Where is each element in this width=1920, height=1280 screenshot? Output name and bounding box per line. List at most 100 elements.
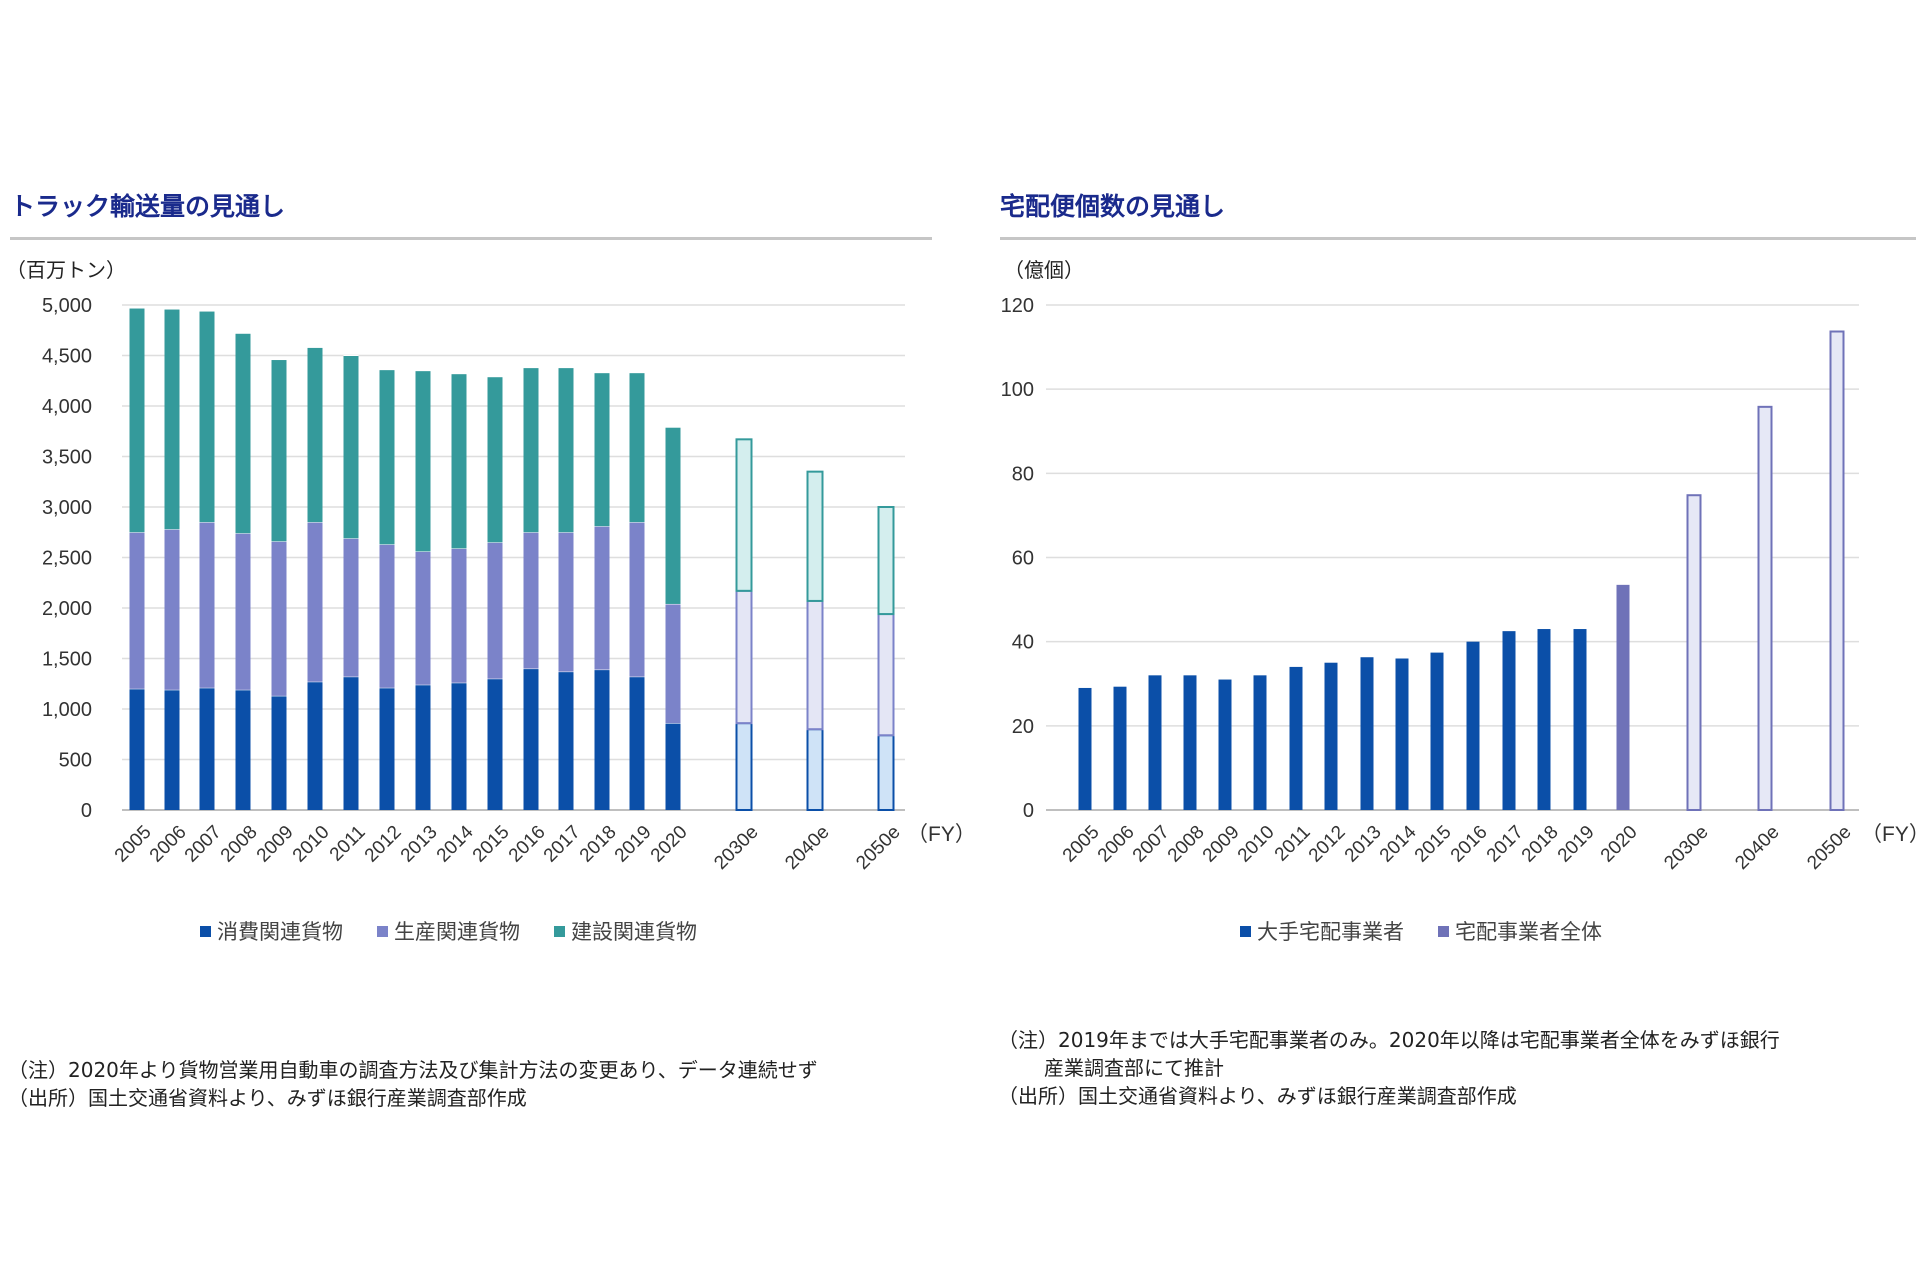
truck-bar-segment [487,678,503,810]
truck-y-tick-label: 2,000 [42,598,92,620]
legend-swatch-major-carriers [1240,925,1251,937]
parcel-x-tick-label: 2018 [1518,822,1563,867]
legend-item-consumer: 消費関連貨物 [200,916,343,946]
legend-swatch-consumer [200,925,211,937]
parcel-x-tick-label: 2013 [1341,822,1386,867]
truck-x-tick-label: 2014 [433,821,478,866]
parcel-x-tick-label: 2010 [1234,822,1279,867]
parcel-x-tick-label: 2005 [1059,822,1104,867]
truck-source-line: （出所）国土交通省資料より、みずほ銀行産業調査部作成 [8,1086,527,1110]
truck-bar-segment [235,333,251,534]
truck-bar-segment [235,689,251,810]
legend-item-major-carriers: 大手宅配事業者 [1240,916,1404,946]
truck-bar-segment [343,538,359,677]
truck-bar-segment [235,533,251,690]
truck-x-tick-label: 2011 [326,822,370,866]
truck-notes: （注）2020年より貨物営業用自動車の調査方法及び集計方法の変更あり、データ連続… [8,1056,818,1112]
truck-bar-segment [629,372,645,523]
parcel-source-line: （出所）国土交通省資料より、みずほ銀行産業調査部作成 [998,1084,1517,1108]
truck-bar-segment [343,676,359,810]
parcel-bar-column [1148,675,1162,810]
truck-x-tick-label: 2013 [397,822,442,867]
truck-bar-segment [307,681,323,810]
parcel-x-tick-label: 2040e [1731,822,1783,874]
truck-bar-segment [379,544,395,688]
parcel-x-tick-label: 2019 [1554,822,1599,867]
parcel-y-tick-label: 120 [1001,295,1034,317]
truck-bar-segment [343,355,359,539]
truck-x-tick-label: 2007 [181,822,226,867]
parcel-bar-column [1829,330,1845,811]
parcel-y-tick-label: 80 [1012,463,1034,485]
truck-x-tick-label: 2006 [146,822,191,867]
parcel-notes: （注）2019年までは大手宅配事業者のみ。2020年以降は宅配事業者全体をみずほ… [998,1026,1780,1110]
truck-note-line: （注）2020年より貨物営業用自動車の調査方法及び集計方法の変更あり、データ連続… [8,1058,818,1082]
truck-bar-segment [594,526,610,670]
parcel-bar-column [1616,584,1630,810]
truck-y-tick-label: 0 [81,800,92,822]
legend-item-all-carriers: 宅配事業者全体 [1438,916,1602,946]
parcel-bar-column [1395,658,1409,810]
truck-bar-segment [806,728,824,812]
parcel-note-continuation: 産業調査部にて推計 [1044,1056,1224,1080]
truck-bar-segment [487,542,503,679]
truck-y-tick-label: 1,500 [42,649,92,671]
legend-item-construction: 建設関連貨物 [554,916,697,946]
truck-title-divider [10,237,932,240]
legend-swatch-production [377,925,388,937]
truck-y-tick-label: 4,500 [42,346,92,368]
truck-bar-segment [164,689,180,810]
truck-chart-title: トラック輸送量の見通し [10,192,286,221]
parcel-bar-column [1218,679,1232,810]
truck-y-tick-label: 5,000 [42,295,92,317]
parcel-bar-column [1360,657,1374,810]
truck-bar-segment [558,671,574,810]
legend-label-production: 生産関連貨物 [394,920,520,944]
parcel-x-tick-label: 2012 [1305,822,1350,867]
truck-bar-segment [665,723,681,810]
parcel-x-tick-label: 2014 [1376,821,1421,866]
parcel-bar-column [1078,687,1092,810]
truck-bar-segment [665,603,681,724]
parcel-x-tick-label: 2020 [1597,822,1642,867]
truck-x-tick-label: 2020 [647,822,692,867]
legend-label-construction: 建設関連貨物 [571,920,697,944]
truck-bar-segment [629,522,645,677]
parcel-bar-column [1537,629,1551,810]
truck-x-tick-label: 2015 [469,822,514,867]
parcel-x-tick-label: 2015 [1411,822,1456,867]
parcel-bar-column [1253,675,1267,810]
truck-bar-segment [877,613,895,737]
legend-label-major-carriers: 大手宅配事業者 [1257,920,1404,944]
truck-x-tick-label: 2016 [505,822,550,867]
truck-y-tick-label: 1,000 [42,699,92,721]
truck-bar-segment [451,548,467,683]
parcel-note-line: （注）2019年までは大手宅配事業者のみ。2020年以降は宅配事業者全体をみずほ… [998,1028,1780,1052]
parcel-y-tick-label: 0 [1023,800,1034,822]
truck-bar-segment [629,676,645,810]
parcel-bar-column [1686,494,1702,811]
parcel-title-divider [1000,237,1916,240]
parcel-x-axis-label: （FY） [1861,823,1920,846]
truck-y-tick-label: 500 [59,750,92,772]
truck-bar-segment [415,684,431,810]
truck-bar-segment [523,668,539,810]
truck-x-tick-label: 2012 [361,822,406,867]
truck-bar-segment [451,682,467,810]
parcel-chart-title: 宅配便個数の見通し [1000,192,1226,221]
truck-x-tick-label: 2010 [289,822,334,867]
legend-swatch-all-carriers [1438,925,1449,937]
parcel-x-tick-label: 2050e [1803,822,1855,874]
truck-bar-segment [735,438,753,592]
truck-bar-segment [271,695,287,810]
truck-x-tick-label: 2018 [576,822,621,867]
truck-bar-segment [199,311,215,523]
truck-bar-segment [877,734,895,812]
truck-x-tick-label: 2019 [611,822,656,867]
truck-bar-segment [415,370,431,552]
parcel-x-tick-label: 2006 [1094,822,1139,867]
truck-bar-segment [451,373,467,549]
truck-bar-segment [129,532,145,689]
truck-x-tick-label: 2040e [781,822,833,874]
truck-bar-segment [199,687,215,810]
